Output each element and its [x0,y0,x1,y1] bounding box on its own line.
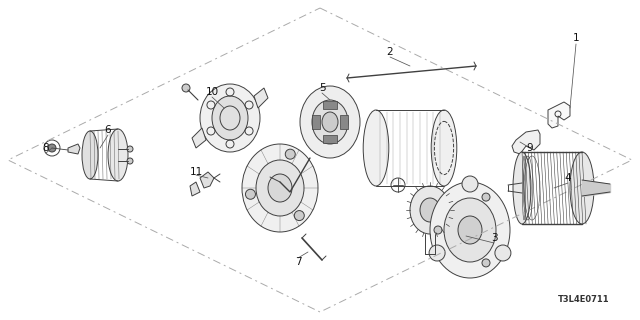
Polygon shape [190,182,200,196]
Text: 4: 4 [564,173,572,183]
Ellipse shape [82,131,98,179]
Circle shape [482,193,490,201]
Circle shape [246,189,255,199]
Circle shape [127,146,133,152]
Ellipse shape [300,86,360,158]
Circle shape [285,149,295,159]
Text: 5: 5 [319,83,325,93]
Ellipse shape [200,84,260,152]
Text: 2: 2 [387,47,394,57]
Polygon shape [200,172,214,188]
Circle shape [482,259,490,267]
Ellipse shape [431,110,457,186]
Polygon shape [192,128,206,148]
Text: 1: 1 [573,33,579,43]
Text: 6: 6 [105,125,111,135]
Circle shape [434,226,442,234]
Ellipse shape [256,160,304,216]
Text: T3L4E0711: T3L4E0711 [558,295,610,304]
Ellipse shape [364,110,389,186]
Text: 7: 7 [294,257,301,267]
Ellipse shape [458,216,482,244]
Circle shape [182,84,190,92]
Circle shape [48,144,56,152]
Text: 8: 8 [43,143,49,153]
Polygon shape [254,88,268,108]
Text: 10: 10 [205,87,219,97]
Ellipse shape [312,100,348,144]
Ellipse shape [268,174,292,202]
Ellipse shape [410,186,450,234]
Text: 3: 3 [491,233,497,243]
Ellipse shape [212,96,248,140]
Text: 9: 9 [527,143,533,153]
Ellipse shape [462,176,478,192]
Ellipse shape [108,129,128,181]
Ellipse shape [420,198,440,222]
Bar [312,115,320,129]
Bar [323,101,337,109]
Ellipse shape [570,152,594,224]
Bar [340,115,348,129]
Ellipse shape [444,198,496,262]
Circle shape [127,158,133,164]
Ellipse shape [495,245,511,261]
Bar [323,135,337,143]
Ellipse shape [513,152,531,224]
Polygon shape [512,130,540,154]
Ellipse shape [242,144,318,232]
Polygon shape [68,144,80,154]
Ellipse shape [430,182,510,278]
Circle shape [294,211,304,220]
Ellipse shape [322,112,338,132]
Ellipse shape [429,245,445,261]
Text: 11: 11 [189,167,203,177]
Polygon shape [548,102,570,128]
